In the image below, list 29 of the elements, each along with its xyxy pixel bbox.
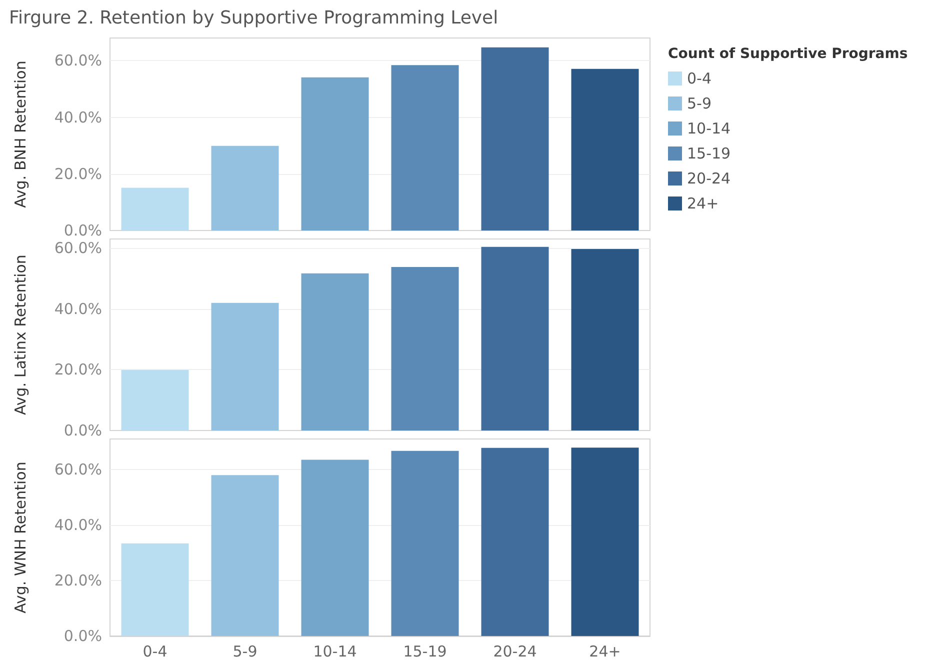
legend-label: 5-9 xyxy=(687,94,712,112)
x-tick-label: 10-14 xyxy=(313,642,357,660)
x-tick-label: 0-4 xyxy=(142,642,168,660)
y-tick-label: 0.0% xyxy=(64,222,102,240)
legend-label: 10-14 xyxy=(687,120,731,138)
y-tick-label: 40.0% xyxy=(54,108,102,126)
y-tick-label: 20.0% xyxy=(54,164,102,183)
y-axis-title: Avg. Latinx Retention xyxy=(12,254,30,415)
y-tick-label: 20.0% xyxy=(54,572,102,590)
x-tick-label: 15-19 xyxy=(403,642,447,660)
y-tick-label: 40.0% xyxy=(54,516,102,534)
y-tick-label: 60.0% xyxy=(54,239,102,258)
x-tick-label: 24+ xyxy=(589,642,621,660)
x-tick-label: 20-24 xyxy=(493,642,537,660)
chart-title: Firgure 2. Retention by Supportive Programming Level xyxy=(9,8,498,28)
y-tick-label: 0.0% xyxy=(64,422,102,440)
legend-label: 0-4 xyxy=(687,70,712,88)
y-axis-title: Avg. BNH Retention xyxy=(12,60,30,208)
legend-label: 24+ xyxy=(687,194,719,212)
legend-title: Count of Supportive Programs xyxy=(668,46,908,62)
y-tick-label: 40.0% xyxy=(54,300,102,318)
y-tick-label: 60.0% xyxy=(54,52,102,70)
y-tick-label: 60.0% xyxy=(54,460,102,479)
y-tick-label: 20.0% xyxy=(54,360,102,379)
y-tick-label: 0.0% xyxy=(64,627,102,645)
legend-label: 15-19 xyxy=(687,144,731,162)
y-axis-title: Avg. WNH Retention xyxy=(12,462,30,614)
x-tick-label: 5-9 xyxy=(232,642,258,660)
legend-label: 20-24 xyxy=(687,170,731,188)
